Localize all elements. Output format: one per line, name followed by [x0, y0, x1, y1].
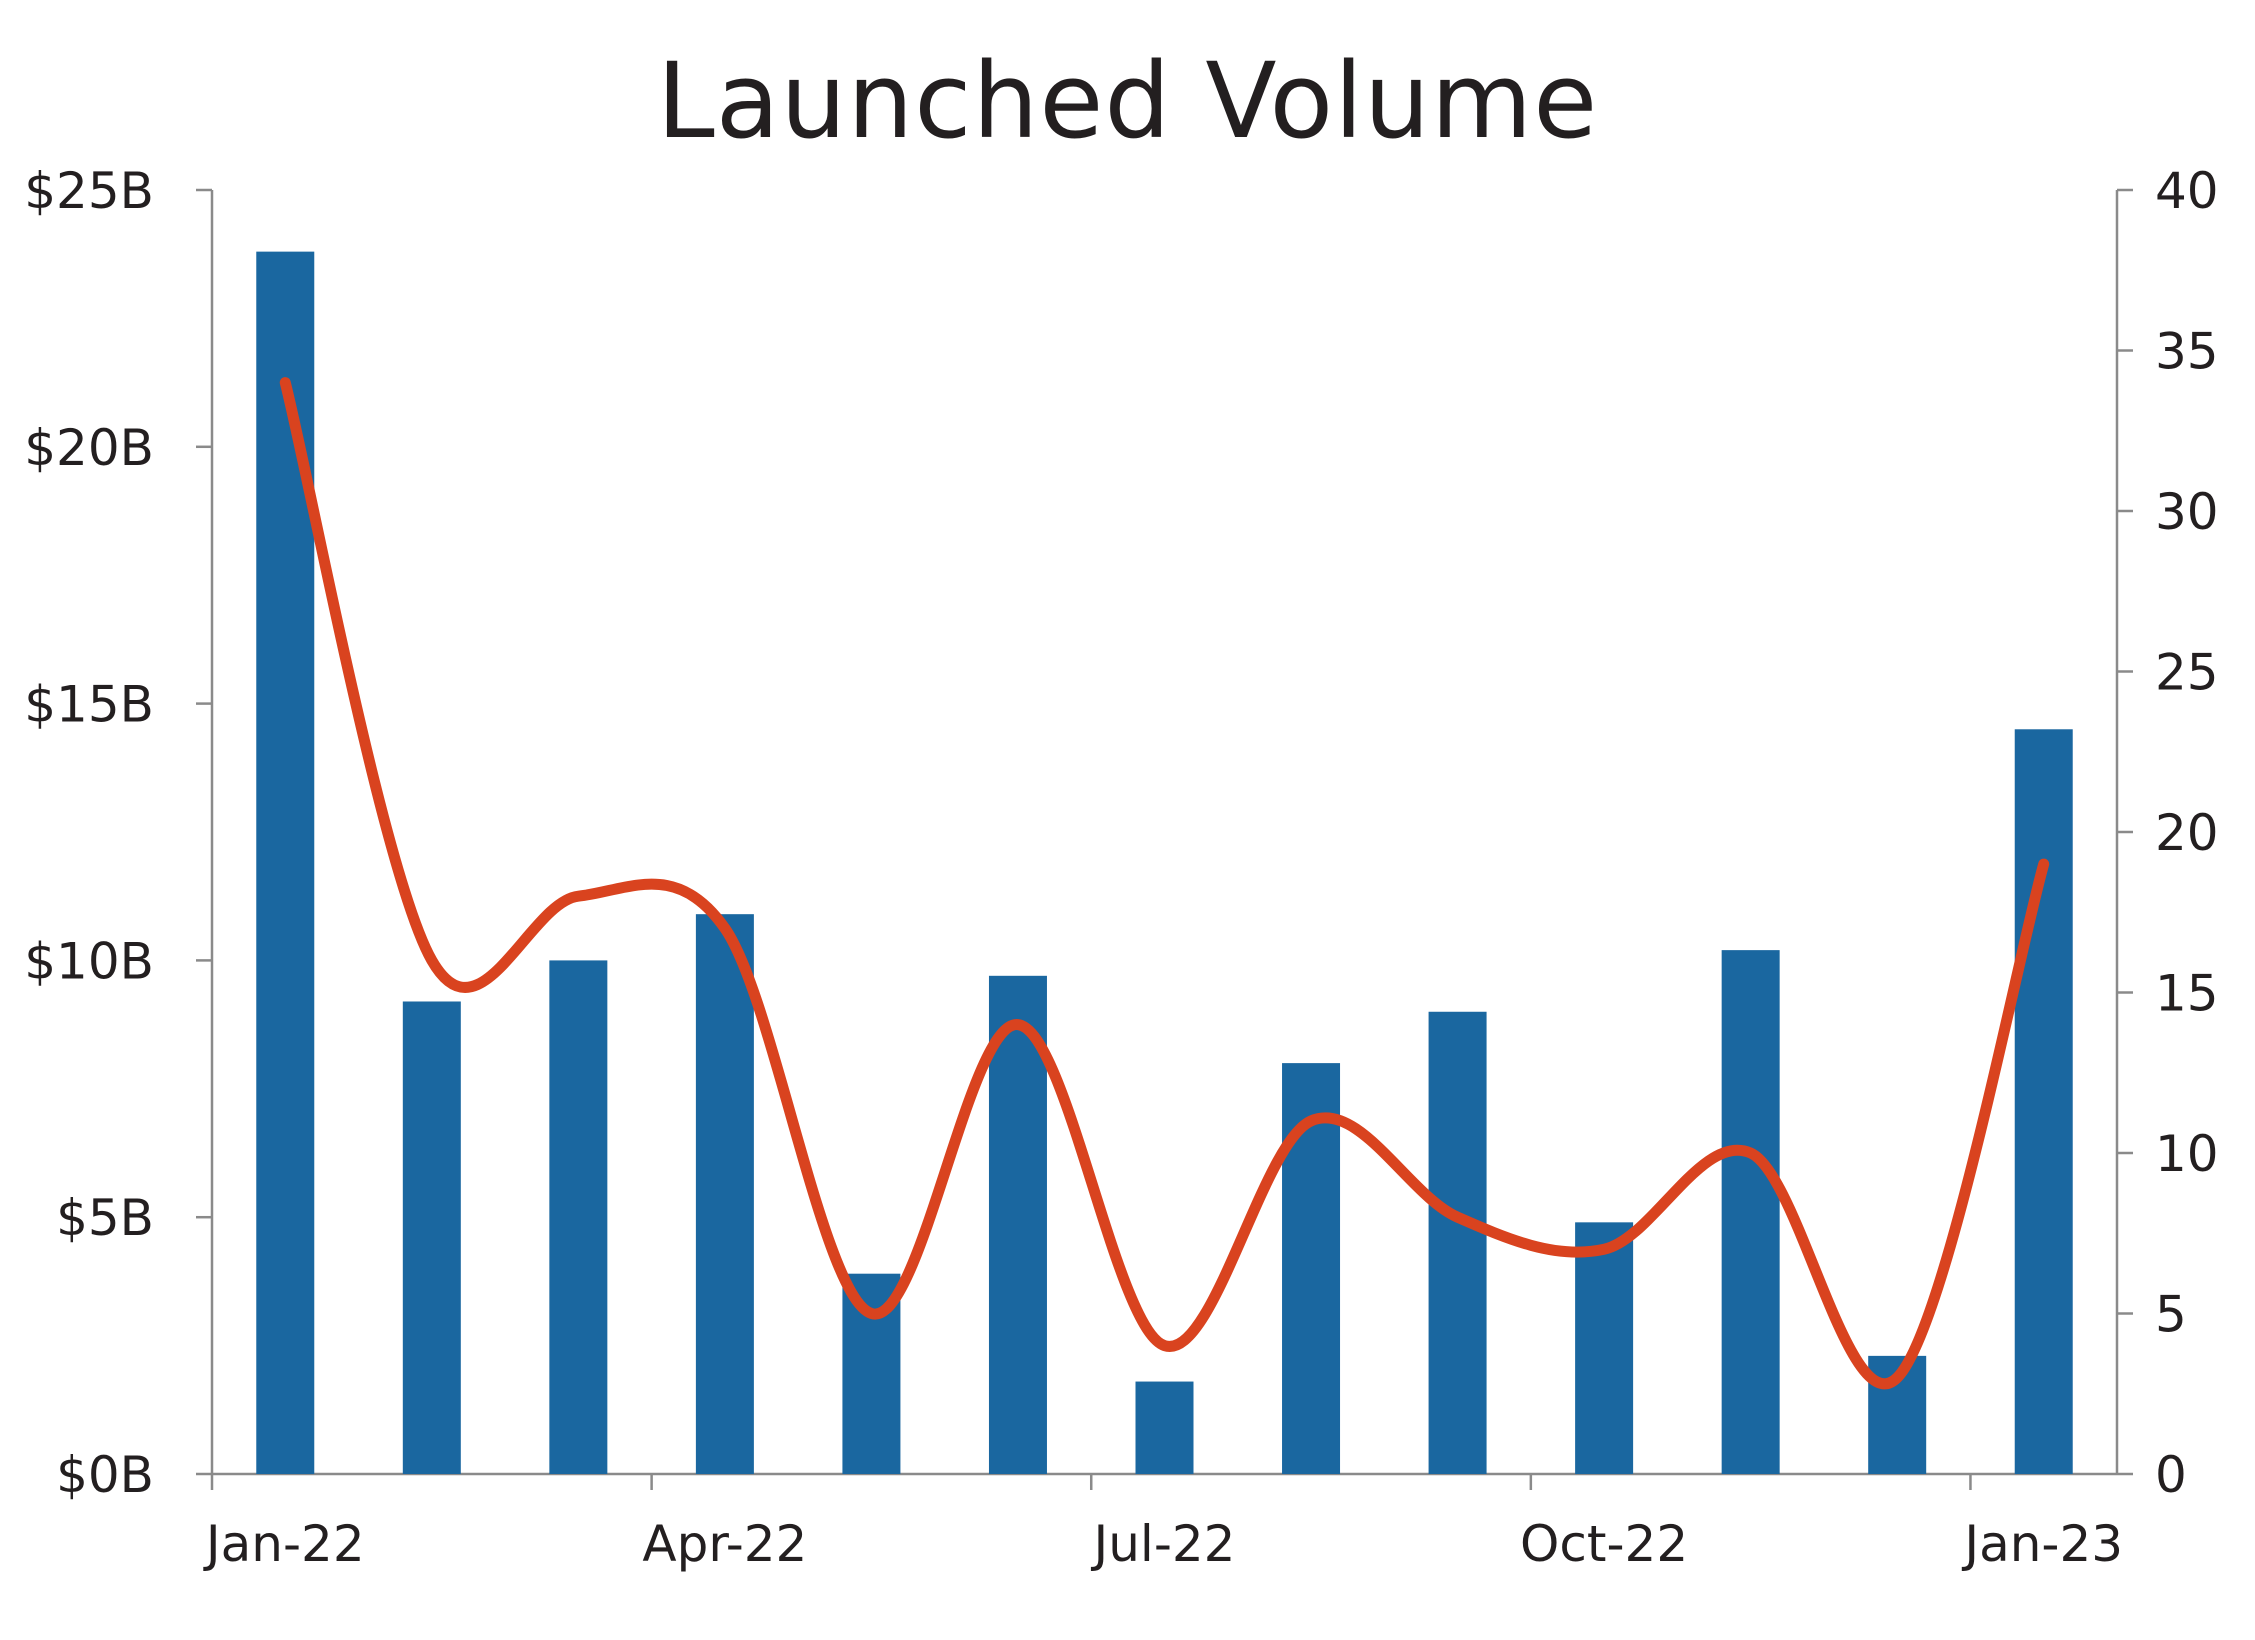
bar [549, 960, 608, 1474]
bar [1135, 1381, 1194, 1474]
y-left-tick-label: $10B [24, 932, 154, 990]
y-right-tick-label: 30 [2155, 483, 2219, 541]
y-left-tick-label: $5B [56, 1189, 154, 1247]
y-right-tick-label: 20 [2155, 804, 2219, 862]
x-tick-label: Jan-22 [203, 1515, 365, 1573]
bar [256, 251, 315, 1475]
x-tick-label: Jul-22 [1091, 1515, 1236, 1573]
y-right-tick-label: 0 [2155, 1446, 2187, 1504]
y-right-tick-label: 10 [2155, 1125, 2219, 1183]
y-right-tick-label: 5 [2155, 1286, 2187, 1344]
y-left-tick-label: $0B [56, 1446, 154, 1504]
bar [1428, 1011, 1487, 1474]
y-left-tick-label: $25B [24, 162, 154, 220]
y-right-tick-label: 25 [2155, 644, 2219, 702]
x-tick-label: Apr-22 [642, 1515, 807, 1573]
y-left-tick-label: $15B [24, 676, 154, 734]
series-line [279, 377, 2050, 1390]
bar [695, 914, 754, 1474]
chart-title: Launched Volume [656, 40, 1599, 162]
x-tick-label: Jan-23 [1961, 1515, 2123, 1573]
y-right-tick-label: 15 [2155, 965, 2219, 1023]
bar [1575, 1222, 1634, 1474]
bar [1721, 950, 1780, 1474]
y-right-tick-label: 40 [2155, 162, 2219, 220]
y-right-tick-label: 35 [2155, 323, 2219, 381]
x-tick-label: Oct-22 [1520, 1515, 1688, 1573]
y-left-tick-label: $20B [24, 419, 154, 477]
bar [402, 1001, 461, 1474]
bar [988, 975, 1047, 1474]
bar [2014, 729, 2073, 1474]
